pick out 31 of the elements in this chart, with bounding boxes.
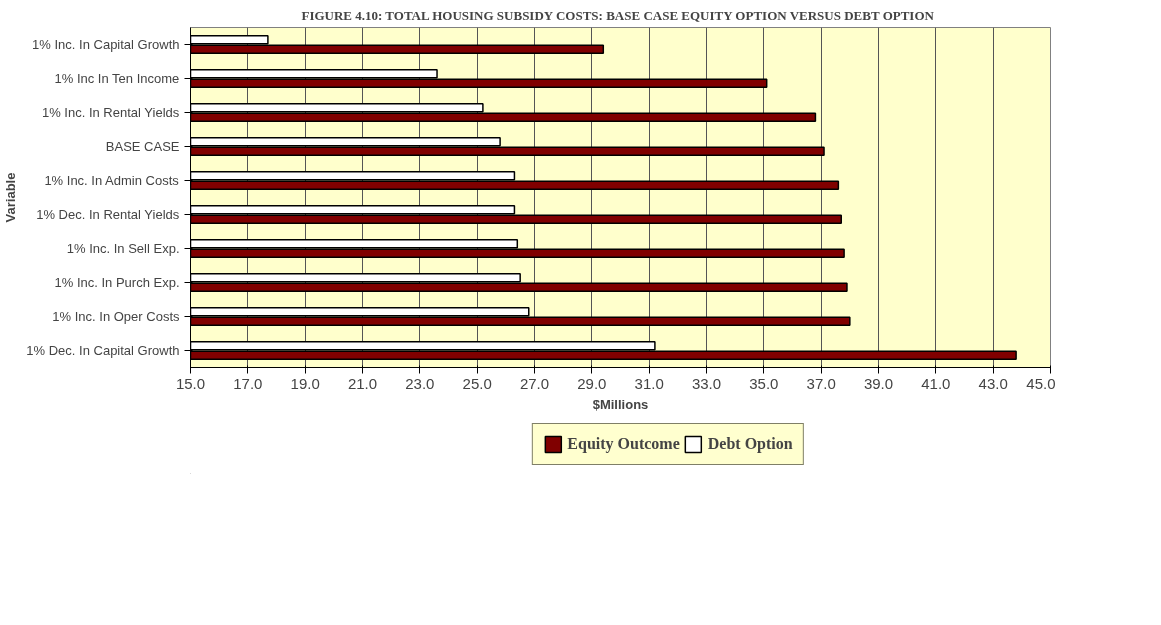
legend-label: Equity Outcome: [567, 435, 680, 453]
y-axis-title: Variable: [3, 172, 19, 223]
x-tick-label: 37.0: [806, 374, 836, 392]
y-tick-label: 1% Inc. In Admin Costs: [44, 173, 180, 188]
x-tick-label: 39.0: [863, 374, 894, 392]
x-tick-label: 25.0: [462, 374, 492, 392]
legend-label: Debt Option: [707, 435, 793, 453]
y-tick-label: 1% Inc. In Purch Exp.: [54, 275, 180, 290]
chart-title: FIGURE 4.10: TOTAL HOUSING SUBSIDY COSTS: BASE CASE EQUITY OPTION VERSUS DEBT OPTION: [301, 7, 935, 23]
x-axis-title: $Millions: [592, 396, 649, 412]
y-tick-label: BASE CASE: [105, 139, 180, 154]
y-tick-label: 1% Dec. In Rental Yields: [36, 207, 180, 222]
x-tick-label: 21.0: [347, 374, 378, 392]
y-tick-label: 1% Inc. In Capital Growth: [32, 37, 180, 52]
y-tick-label: 1% Inc. In Rental Yields: [41, 105, 180, 120]
x-tick-label: 43.0: [978, 374, 1008, 392]
x-tick-label: 15.0: [175, 374, 206, 392]
x-tick-label: 45.0: [1026, 374, 1056, 392]
x-tick-label: 41.0: [921, 374, 951, 392]
x-tick-label: 35.0: [749, 374, 779, 392]
x-tick-label: 17.0: [233, 374, 263, 392]
x-tick-label: 33.0: [691, 374, 722, 392]
y-tick-label: 1% Dec. In Capital Growth: [26, 343, 180, 358]
y-tick-label: 1% Inc. In Oper Costs: [52, 309, 180, 324]
y-tick-label: 1% Inc. In Sell Exp.: [66, 241, 180, 256]
x-tick-label: 19.0: [290, 374, 320, 392]
x-tick-label: 29.0: [577, 374, 607, 392]
x-tick-label: 27.0: [519, 374, 550, 392]
x-tick-label: 23.0: [405, 374, 435, 392]
y-tick-label: 1% Inc In Ten Income: [54, 71, 180, 86]
x-tick-label: 31.0: [634, 374, 664, 392]
